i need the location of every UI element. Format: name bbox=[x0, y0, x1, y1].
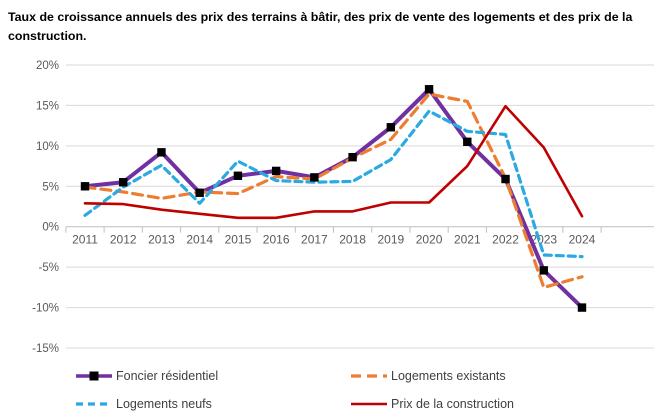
series-marker-0 bbox=[157, 148, 166, 157]
legend-marker-logements-existants-icon bbox=[351, 374, 387, 378]
chart-plot-area: 20% 15% 10% 5% 0% -5% -10% -15% 2011 2012 2013 2014… bbox=[32, 60, 654, 355]
x-axis-label: 2013 bbox=[148, 233, 175, 247]
y-axis-label: -10% bbox=[32, 303, 59, 315]
series-marker-0 bbox=[233, 171, 243, 180]
series-marker-0 bbox=[195, 188, 204, 197]
legend-label-foncier-residentiel: Foncier résidentiel bbox=[116, 369, 219, 383]
legend-marker-foncier-residentiel-icon bbox=[76, 371, 112, 381]
series-marker-0 bbox=[501, 174, 510, 184]
chart-title: Taux de croissance annuels des prix des … bbox=[8, 10, 633, 43]
legend-item-logements-neufs: Logements neufs bbox=[75, 396, 212, 412]
y-axis-label: 5% bbox=[42, 181, 59, 193]
x-axis-label: 2024 bbox=[569, 233, 596, 247]
x-axis-label: 2020 bbox=[416, 233, 443, 247]
x-axis-label: 2021 bbox=[454, 233, 481, 247]
series-line-1 bbox=[83, 92, 584, 289]
legend-label-prix-construction: Prix de la construction bbox=[391, 397, 514, 411]
x-axis-label: 2022 bbox=[492, 233, 519, 247]
legend-marker-prix-construction-icon bbox=[351, 402, 387, 406]
x-axis-label: 2012 bbox=[110, 233, 137, 247]
series-line-3 bbox=[83, 104, 584, 220]
legend-square-marker-icon bbox=[89, 371, 99, 381]
legend-marker-logements-neufs-icon bbox=[76, 402, 112, 406]
legend-label-logements-neufs: Logements neufs bbox=[116, 397, 212, 411]
x-axis-label: 2019 bbox=[377, 233, 404, 247]
y-axis-label: -5% bbox=[39, 262, 59, 274]
legend-item-prix-construction: Prix de la construction bbox=[350, 396, 514, 412]
x-axis-label: 2016 bbox=[263, 233, 290, 247]
series-line-2 bbox=[83, 109, 584, 259]
x-axis-label: 2015 bbox=[225, 233, 252, 247]
y-axis-label: 10% bbox=[36, 141, 59, 153]
y-axis-label: 15% bbox=[36, 100, 59, 112]
x-axis-label: 2018 bbox=[339, 233, 366, 247]
y-axis-label: 0% bbox=[42, 222, 59, 234]
series-marker-0 bbox=[386, 123, 396, 132]
legend-item-foncier-residentiel: Foncier résidentiel bbox=[75, 368, 218, 384]
legend-item-logements-existants: Logements existants bbox=[350, 368, 506, 384]
x-axis-label: 2014 bbox=[186, 233, 213, 247]
y-axis-label: -15% bbox=[32, 343, 59, 355]
series-marker-0 bbox=[80, 182, 90, 191]
y-axis-label: 20% bbox=[36, 60, 59, 72]
x-axis-label: 2017 bbox=[301, 233, 328, 247]
series-marker-0 bbox=[463, 137, 472, 147]
series-marker-0 bbox=[271, 166, 281, 176]
legend-label-logements-existants: Logements existants bbox=[391, 369, 506, 383]
x-axis-label: 2011 bbox=[72, 233, 98, 247]
series-marker-0 bbox=[348, 152, 357, 162]
series-marker-0 bbox=[577, 303, 587, 312]
series-marker-0 bbox=[539, 266, 548, 275]
series-marker-0 bbox=[310, 173, 319, 182]
series-marker-0 bbox=[424, 85, 434, 94]
series-marker-0 bbox=[119, 178, 128, 187]
